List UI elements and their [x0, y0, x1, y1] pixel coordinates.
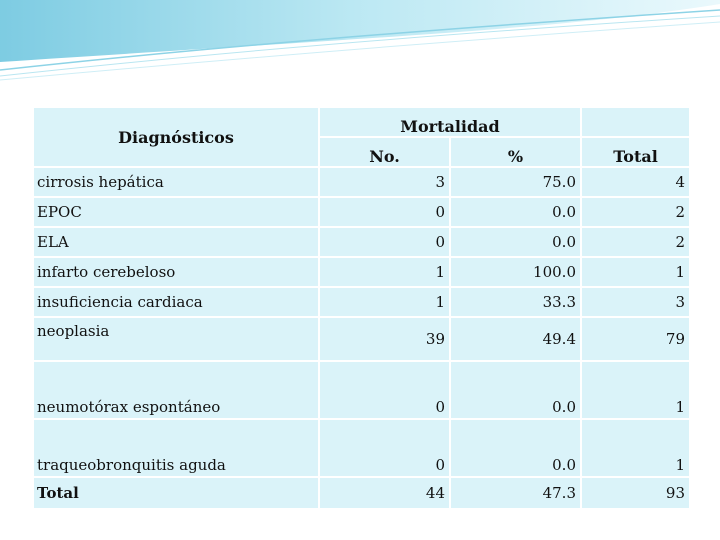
row-label: traqueobronquitis aguda	[32, 418, 320, 478]
row-no: 0	[318, 196, 451, 228]
header-no: No.	[318, 136, 451, 168]
row-label: infarto cerebeloso	[32, 256, 320, 288]
row-no: 44	[318, 476, 451, 510]
header-total: Total	[580, 136, 691, 168]
row-no: 0	[318, 418, 451, 478]
row-total: 4	[580, 166, 691, 198]
row-total: 2	[580, 196, 691, 228]
row-label: ELA	[32, 226, 320, 258]
header-diagnosticos: Diagnósticos	[32, 106, 320, 168]
table-row: infarto cerebeloso 1 100.0 1	[32, 256, 691, 288]
row-pct: 0.0	[449, 360, 582, 420]
row-pct: 0.0	[449, 418, 582, 478]
table-row: ELA 0 0.0 2	[32, 226, 691, 258]
row-no: 0	[318, 226, 451, 258]
row-pct: 33.3	[449, 286, 582, 318]
table-row: EPOC 0 0.0 2	[32, 196, 691, 228]
row-total: 3	[580, 286, 691, 318]
row-total: 93	[580, 476, 691, 510]
table-row: traqueobronquitis aguda 0 0.0 1	[32, 418, 691, 478]
row-label: neoplasia	[32, 316, 320, 362]
table-row-total: Total 44 47.3 93	[32, 476, 691, 510]
table-row: insuficiencia cardiaca 1 33.3 3	[32, 286, 691, 318]
row-label: neumotórax espontáneo	[32, 360, 320, 420]
row-pct: 0.0	[449, 196, 582, 228]
row-no: 0	[318, 360, 451, 420]
row-label: insuficiencia cardiaca	[32, 286, 320, 318]
row-label: EPOC	[32, 196, 320, 228]
row-no: 1	[318, 286, 451, 318]
row-total: 1	[580, 418, 691, 478]
row-total: 79	[580, 316, 691, 362]
header-pct: %	[449, 136, 582, 168]
table-row: neumotórax espontáneo 0 0.0 1	[32, 360, 691, 420]
row-no: 3	[318, 166, 451, 198]
row-pct: 49.4	[449, 316, 582, 362]
header-mortalidad: Mortalidad	[318, 106, 582, 138]
row-pct: 75.0	[449, 166, 582, 198]
row-total: 1	[580, 360, 691, 420]
header-swoosh-decoration	[0, 0, 720, 81]
row-pct: 0.0	[449, 226, 582, 258]
row-label: Total	[32, 476, 320, 510]
row-no: 1	[318, 256, 451, 288]
row-pct: 100.0	[449, 256, 582, 288]
row-pct: 47.3	[449, 476, 582, 510]
row-label: cirrosis hepática	[32, 166, 320, 198]
mortality-table: Diagnósticos Mortalidad No. % Total cirr…	[32, 106, 691, 510]
row-total: 2	[580, 226, 691, 258]
row-total: 1	[580, 256, 691, 288]
header-empty-cell	[580, 106, 691, 138]
table-row: neoplasia 39 49.4 79	[32, 316, 691, 362]
row-no: 39	[318, 316, 451, 362]
table-row: cirrosis hepática 3 75.0 4	[32, 166, 691, 198]
